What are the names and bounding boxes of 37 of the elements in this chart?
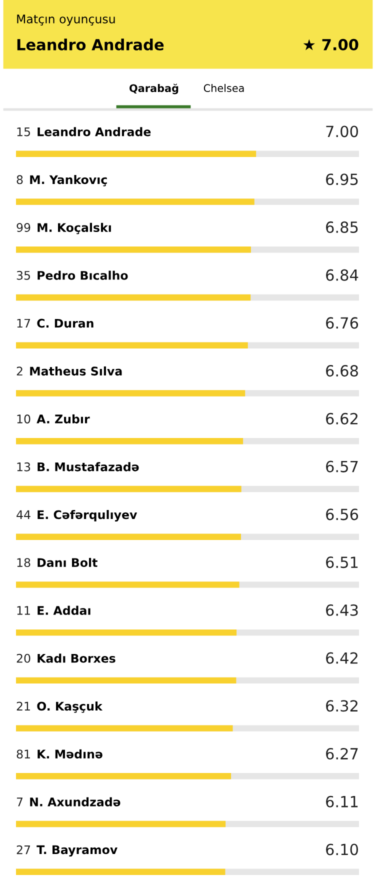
data-label: 6.95 — [326, 174, 358, 186]
y-tick-label: 10 A. Zubır — [17, 414, 90, 424]
data-label: 6.42 — [326, 652, 358, 664]
data-label: 6.76 — [326, 317, 358, 329]
y-tick-label: 21 O. Kaşçuk — [16, 702, 103, 713]
y-tick-label: 99 M. Koçalskı — [16, 222, 111, 234]
y-tick-label: 8 M. Yankovıç — [16, 174, 107, 186]
data-label: 6.32 — [326, 700, 358, 712]
data-label: 6.85 — [326, 221, 358, 233]
data-label: 6.62 — [326, 412, 358, 424]
data-label: 6.11 — [326, 796, 358, 808]
text: Chelsea — [204, 84, 244, 92]
y-tick-label: 7 N. Axundzadə — [16, 797, 120, 806]
y-tick-label: 17 C. Duran — [17, 318, 94, 328]
y-tick-label: 44 E. Cəfərqulıyev — [16, 510, 138, 522]
y-tick-label: 2 Matheus Sılva — [16, 366, 122, 376]
text: ★ 7.00 — [303, 38, 358, 50]
y-tick-label: 20 Kadı Borxes — [16, 654, 116, 663]
data-label: 6.84 — [326, 269, 358, 281]
data-label: 6.56 — [326, 508, 358, 520]
chart-subtitle: Leandro Andrade — [17, 38, 164, 50]
y-tick-label: 13 B. Mustafazadə — [17, 462, 139, 472]
y-tick-label: 15 Leandro Andrade — [17, 127, 151, 136]
y-tick-label: 35 Pedro Bıcalho — [16, 270, 128, 280]
data-label: 6.27 — [326, 748, 358, 760]
y-tick-label: 27 T. Bayramov — [16, 845, 118, 857]
data-label: 6.68 — [326, 365, 358, 377]
y-tick-label: 11 E. Addaı — [17, 606, 90, 615]
data-label: 6.10 — [326, 844, 358, 856]
data-label: 6.57 — [326, 460, 358, 472]
data-label: 6.51 — [326, 556, 358, 568]
chart-title: Matçın oyunçusu — [17, 14, 115, 26]
data-label: 7.00 — [326, 126, 358, 138]
data-label: 6.43 — [326, 604, 358, 616]
text: Qarabağ — [130, 84, 178, 94]
y-tick-label: 18 Danı Bolt — [17, 558, 98, 568]
y-tick-label: 81 K. Mədınə — [16, 749, 102, 759]
